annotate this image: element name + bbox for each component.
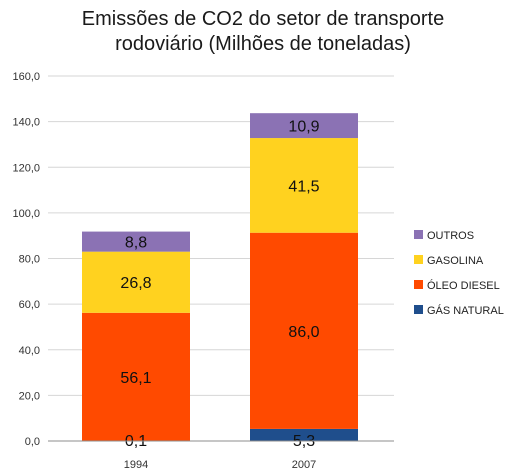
- bar-segment-2007-2: [250, 138, 358, 233]
- y-tick-label: 20,0: [19, 390, 40, 402]
- bar-segment-1994-2: [82, 251, 190, 313]
- legend-swatch: [414, 230, 423, 239]
- y-tick-label: 140,0: [12, 117, 40, 129]
- x-axis-ticks: 1994 2007: [124, 459, 316, 471]
- bar-segment-2007-1: [250, 232, 358, 429]
- bars: [82, 113, 358, 441]
- y-tick-label: 120,0: [12, 162, 40, 174]
- data-label: 41,5: [288, 178, 319, 195]
- bar-segment-1994-1: [82, 312, 190, 441]
- legend-entry-label: OUTROS: [427, 230, 474, 242]
- legend: OUTROS GASOLINA ÓLEO DIESEL GÁS NATURAL: [414, 230, 504, 317]
- chart-title-line-2: rodoviário (Milhões de toneladas): [115, 33, 411, 55]
- legend-entry-label: ÓLEO DIESEL: [427, 279, 500, 292]
- legend-swatch: [414, 255, 423, 264]
- bar-segment-2007-3: [250, 113, 358, 139]
- data-label: 10,9: [288, 119, 319, 136]
- bar-segment-1994-3: [82, 231, 190, 252]
- y-tick-label: 40,0: [19, 345, 40, 357]
- y-axis-ticks: 0,0 20,0 40,0 60,0 80,0 100,0 120,0 140,0 160,0: [12, 71, 40, 448]
- legend-entry-label: GASOLINA: [427, 255, 484, 267]
- data-label: 8,8: [125, 235, 147, 252]
- legend-swatch: [414, 280, 423, 289]
- data-label: 26,8: [120, 275, 151, 292]
- x-tick-label: 2007: [292, 459, 316, 471]
- x-tick-label: 1994: [124, 459, 148, 471]
- y-tick-label: 160,0: [12, 71, 40, 83]
- chart-title-line-1: Emissões de CO2 do setor de transporte: [82, 8, 444, 30]
- y-tick-label: 60,0: [19, 299, 40, 311]
- y-tick-label: 0,0: [25, 436, 40, 448]
- chart-title: Emissões de CO2 do setor de transporte r…: [82, 8, 444, 55]
- data-label: 86,0: [288, 324, 319, 341]
- y-tick-label: 100,0: [12, 208, 40, 220]
- legend-entry-label: GÁS NATURAL: [427, 304, 504, 317]
- bar-segment-2007-0: [250, 428, 358, 441]
- y-tick-label: 80,0: [19, 254, 40, 266]
- data-label: 56,1: [120, 370, 151, 387]
- legend-swatch: [414, 305, 423, 314]
